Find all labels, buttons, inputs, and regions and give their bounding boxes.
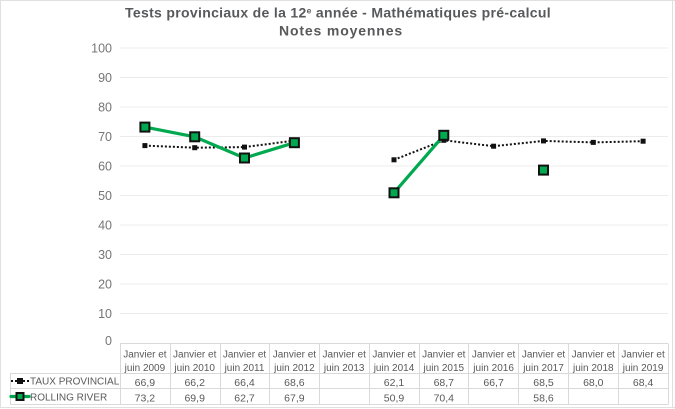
svg-text:Janvier et: Janvier et — [522, 350, 566, 361]
svg-text:juin 2018: juin 2018 — [572, 363, 614, 374]
svg-text:juin 2019: juin 2019 — [622, 363, 664, 374]
svg-text:Janvier et: Janvier et — [621, 350, 665, 361]
svg-text:juin 2009: juin 2009 — [124, 363, 166, 374]
svg-text:juin 2015: juin 2015 — [423, 363, 465, 374]
svg-text:30: 30 — [98, 248, 112, 262]
svg-text:40: 40 — [98, 219, 112, 233]
svg-text:66,2: 66,2 — [184, 377, 205, 389]
svg-text:Notes moyennes: Notes moyennes — [279, 23, 403, 39]
svg-text:68,7: 68,7 — [434, 377, 455, 389]
svg-text:62,7: 62,7 — [234, 392, 255, 404]
svg-text:80: 80 — [98, 101, 112, 115]
svg-text:juin 2013: juin 2013 — [323, 363, 365, 374]
svg-text:50: 50 — [98, 189, 112, 203]
svg-text:50,9: 50,9 — [384, 392, 405, 404]
svg-text:67,9: 67,9 — [284, 392, 305, 404]
svg-text:100: 100 — [91, 42, 112, 56]
svg-text:66,7: 66,7 — [483, 377, 504, 389]
svg-text:Janvier et: Janvier et — [422, 350, 466, 361]
svg-text:10: 10 — [98, 307, 112, 321]
svg-text:0: 0 — [105, 334, 112, 348]
svg-text:Janvier et: Janvier et — [173, 350, 217, 361]
svg-text:Tests provinciaux de la 12e an: Tests provinciaux de la 12e année - Math… — [125, 5, 551, 21]
svg-text:68,5: 68,5 — [533, 377, 554, 389]
svg-text:juin 2010: juin 2010 — [173, 363, 215, 374]
svg-text:TAUX PROVINCIAL: TAUX PROVINCIAL — [30, 377, 120, 388]
svg-text:70,4: 70,4 — [434, 392, 455, 404]
svg-text:62,1: 62,1 — [384, 377, 405, 389]
svg-text:69,9: 69,9 — [184, 392, 205, 404]
svg-text:ROLLING RIVER: ROLLING RIVER — [30, 392, 107, 403]
svg-text:Janvier et: Janvier et — [123, 350, 167, 361]
svg-text:juin 2016: juin 2016 — [472, 363, 514, 374]
svg-text:20: 20 — [98, 278, 112, 292]
svg-text:66,4: 66,4 — [234, 377, 255, 389]
svg-text:70: 70 — [98, 130, 112, 144]
svg-text:Janvier et: Janvier et — [273, 350, 317, 361]
svg-text:juin 2017: juin 2017 — [522, 363, 564, 374]
svg-text:68,4: 68,4 — [633, 377, 654, 389]
svg-text:Janvier et: Janvier et — [372, 350, 416, 361]
svg-text:68,0: 68,0 — [583, 377, 604, 389]
svg-text:58,6: 58,6 — [533, 392, 554, 404]
svg-text:Janvier et: Janvier et — [323, 350, 367, 361]
svg-text:juin 2012: juin 2012 — [273, 363, 315, 374]
svg-text:juin 2011: juin 2011 — [224, 363, 265, 374]
svg-text:90: 90 — [98, 71, 112, 85]
svg-text:73,2: 73,2 — [135, 392, 156, 404]
svg-text:68,6: 68,6 — [284, 377, 305, 389]
svg-text:juin 2014: juin 2014 — [373, 363, 415, 374]
svg-text:Janvier et: Janvier et — [572, 350, 616, 361]
svg-text:Janvier et: Janvier et — [472, 350, 516, 361]
svg-text:60: 60 — [98, 160, 112, 174]
svg-text:Janvier et: Janvier et — [223, 350, 267, 361]
svg-text:66,9: 66,9 — [135, 377, 156, 389]
